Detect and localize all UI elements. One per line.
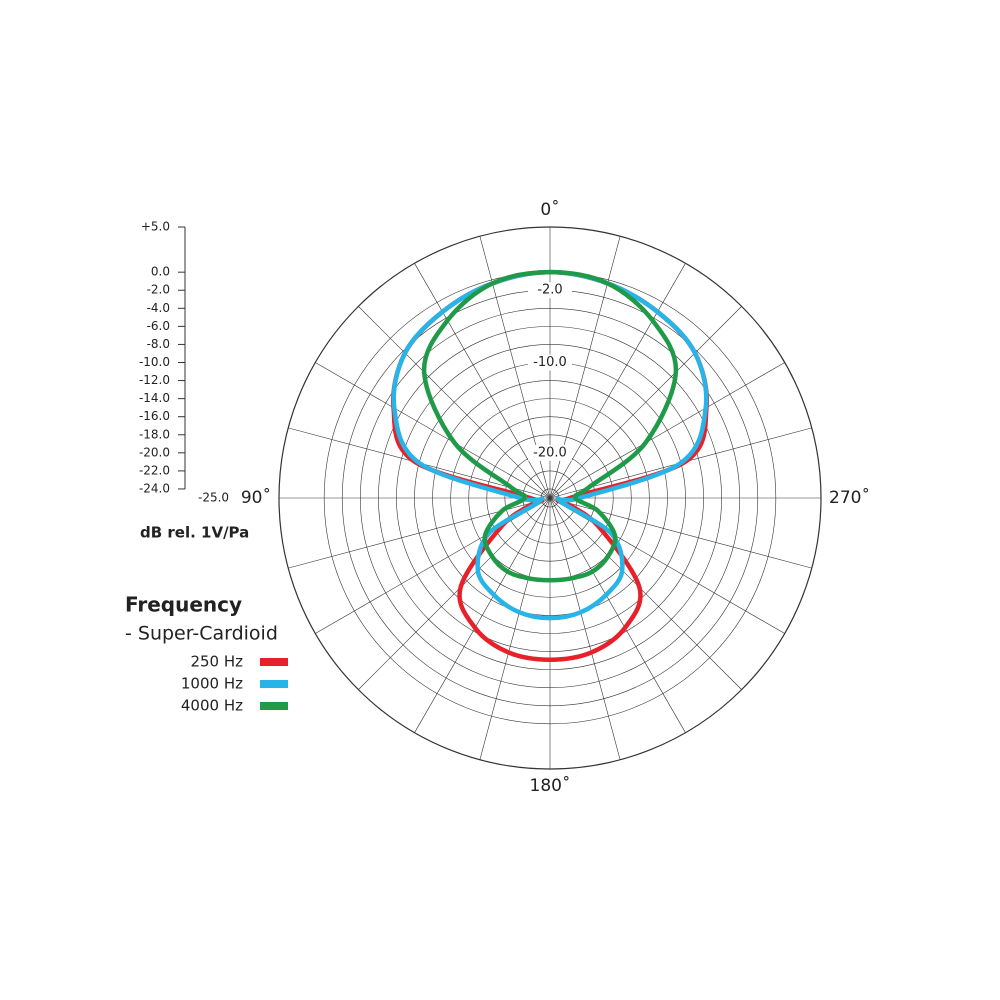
r-axis-label: dB rel. 1V/Pa	[140, 524, 249, 542]
grid-spoke	[549, 497, 686, 733]
r-tick-label: -4.0	[147, 301, 170, 315]
pattern-curve	[391, 269, 709, 621]
grid-spoke	[549, 306, 742, 499]
pattern-curve	[421, 269, 679, 583]
grid-spoke	[288, 497, 551, 569]
r-tick-label: -6.0	[147, 319, 170, 333]
grid-spoke	[549, 497, 621, 760]
grid-spoke	[358, 497, 551, 690]
theta-tick-label: 270˚	[829, 487, 870, 508]
legend-swatch	[260, 680, 288, 688]
r-tick-label: -22.0	[139, 463, 170, 477]
r-tick-label: -12.0	[139, 373, 170, 387]
ring-label: -20.0	[533, 445, 567, 460]
grid-spoke	[549, 497, 812, 569]
r-tick-label: -10.0	[139, 355, 170, 369]
r-tick-label: 0.0	[151, 265, 170, 279]
grid-spoke	[414, 263, 551, 499]
legend-swatch	[260, 702, 288, 710]
grid-spoke	[315, 362, 551, 499]
legend-subtitle: - Super-Cardioid	[125, 623, 278, 645]
r-tick-label: -24.0	[139, 481, 170, 495]
legend-title: Frequency	[125, 593, 242, 617]
r-tick-label: +5.0	[141, 220, 170, 234]
r-tick-label: -16.0	[139, 409, 170, 423]
r-tick-label: -20.0	[139, 445, 170, 459]
theta-tick-label: 90˚	[241, 487, 271, 508]
grid-spoke	[549, 263, 686, 499]
ring-label: -10.0	[533, 355, 567, 370]
ring-label-bg	[528, 354, 572, 371]
r-tick-label: -18.0	[139, 427, 170, 441]
grid-spoke	[549, 497, 742, 690]
legend-label: 1000 Hz	[181, 675, 243, 693]
theta-tick-label: 180˚	[530, 775, 571, 796]
legend-label: 250 Hz	[190, 653, 243, 671]
ring-label-bg	[528, 444, 572, 461]
r-tick-label: -25.0	[198, 491, 229, 505]
legend-label: 4000 Hz	[181, 697, 243, 715]
ring-label-bg	[528, 282, 572, 299]
ring-label: -2.0	[537, 283, 562, 298]
grid-spoke	[479, 497, 551, 760]
legend-swatch	[260, 658, 288, 666]
grid-spoke	[414, 497, 551, 733]
r-tick-label: -2.0	[147, 283, 170, 297]
grid-spoke	[549, 362, 785, 499]
theta-tick-label: 0˚	[540, 199, 559, 220]
r-tick-label: -14.0	[139, 391, 170, 405]
grid-spoke	[358, 306, 551, 499]
r-tick-label: -8.0	[147, 337, 170, 351]
